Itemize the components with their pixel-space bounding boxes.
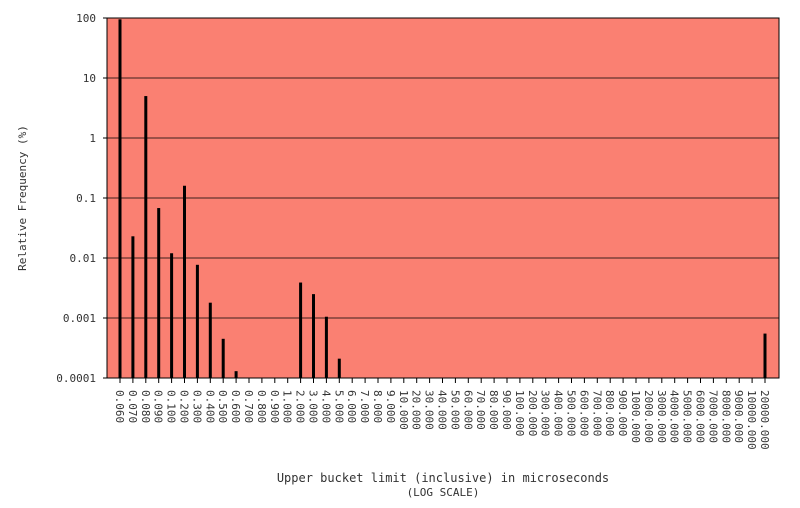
bar [299, 282, 303, 378]
y-tick-label: 10 [83, 72, 96, 85]
x-tick-label: 6000.000 [694, 390, 707, 443]
bar [337, 358, 341, 378]
bar [131, 236, 135, 378]
bar [208, 302, 212, 378]
x-axis-label: Upper bucket limit (inclusive) in micros… [277, 471, 609, 485]
x-tick-label: 0.500 [216, 390, 229, 423]
x-tick-label: 0.200 [178, 390, 191, 423]
x-tick-label: 100.000 [513, 390, 526, 436]
x-tick-label: 0.700 [242, 390, 255, 423]
bar [118, 19, 122, 379]
y-tick-label: 100 [76, 12, 96, 25]
x-tick-label: 7000.000 [706, 390, 719, 443]
y-tick-label: 0.01 [70, 252, 97, 265]
bar [170, 253, 174, 378]
bars [118, 19, 767, 379]
x-tick-label: 40.000 [436, 390, 449, 430]
x-tick-label: 0.800 [255, 390, 268, 423]
x-tick-label: 0.090 [152, 390, 165, 423]
y-tick-label: 0.0001 [56, 372, 96, 385]
x-tick-label: 800.000 [603, 390, 616, 436]
bar [324, 316, 328, 378]
x-tick-label: 0.060 [113, 390, 126, 423]
y-tick-label: 0.001 [63, 312, 96, 325]
x-tick-label: 3000.000 [655, 390, 668, 443]
x-tick-label: 20000.000 [758, 390, 771, 450]
x-tick-label: 1000.000 [629, 390, 642, 443]
bar [157, 208, 161, 378]
x-tick-label: 8000.000 [719, 390, 732, 443]
x-tick-label: 50.000 [448, 390, 461, 430]
x-tick-label: 20.000 [410, 390, 423, 430]
x-tick-label: 400.000 [552, 390, 565, 436]
x-tick-label: 70.000 [474, 390, 487, 430]
x-tick-label: 900.000 [616, 390, 629, 436]
bar [183, 185, 186, 378]
x-tick-label: 200.000 [526, 390, 539, 436]
bar [221, 338, 225, 378]
x-tick-label: 5.000 [332, 390, 345, 423]
bar [312, 294, 315, 378]
bar [195, 264, 199, 378]
x-tick-label: 2.000 [294, 390, 307, 423]
x-tick-label: 60.000 [461, 390, 474, 430]
x-tick-label: 4000.000 [668, 390, 681, 443]
x-tick-label: 9000.000 [732, 390, 745, 443]
x-tick-label: 4.000 [319, 390, 332, 423]
y-axis: 100 10 1 0.1 0.01 0.001 0.0001 [56, 12, 107, 385]
y-tick-label: 1 [89, 132, 96, 145]
x-tick-label: 6.000 [345, 390, 358, 423]
x-tick-label: 0.080 [139, 390, 152, 423]
y-axis-label: Relative Frequency (%) [16, 125, 29, 271]
x-tick-label: 10000.000 [745, 390, 758, 450]
x-axis-scale-note: (LOG SCALE) [407, 486, 480, 499]
x-tick-label: 80.000 [487, 390, 500, 430]
x-tick-label: 0.100 [165, 390, 178, 423]
x-tick-label: 7.000 [358, 390, 371, 423]
x-tick-label: 500.000 [565, 390, 578, 436]
x-tick-label: 1.000 [281, 390, 294, 423]
x-tick-label: 2000.000 [642, 390, 655, 443]
x-tick-label: 600.000 [577, 390, 590, 436]
bar [234, 371, 238, 378]
bar [144, 96, 148, 378]
x-tick-label: 0.600 [229, 390, 242, 423]
x-tick-label: 5000.000 [681, 390, 694, 443]
x-tick-label: 0.900 [268, 390, 281, 423]
x-tick-label: 700.000 [590, 390, 603, 436]
x-tick-label: 8.000 [371, 390, 384, 423]
x-tick-label: 0.070 [126, 390, 139, 423]
x-tick-label: 10.000 [397, 390, 410, 430]
x-tick-label: 0.300 [190, 390, 203, 423]
x-tick-label: 0.400 [203, 390, 216, 423]
x-tick-label: 90.000 [500, 390, 513, 430]
bar [763, 333, 767, 378]
x-tick-label: 3.000 [307, 390, 320, 423]
x-tick-label: 9.000 [384, 390, 397, 423]
x-tick-label: 30.000 [423, 390, 436, 430]
x-tick-label: 300.000 [539, 390, 552, 436]
y-tick-label: 0.1 [76, 192, 96, 205]
x-axis: 0.060 0.070 0.080 0.090 0.100 0.200 0.300 0.400… [113, 378, 771, 450]
